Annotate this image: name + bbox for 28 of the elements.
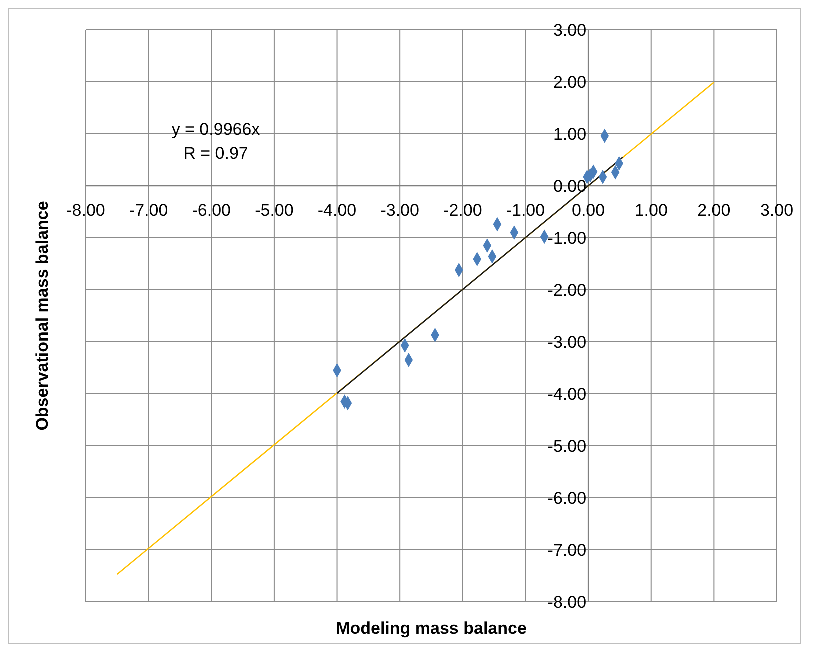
- annotation: y = 0.9966x: [172, 120, 261, 139]
- y-tick-label: 3.00: [553, 21, 587, 40]
- y-tick-label: 1.00: [553, 125, 587, 144]
- y-tick-label: -6.00: [548, 489, 587, 508]
- y-axis-title: Observational mass balance: [33, 201, 52, 431]
- y-tick-label: -7.00: [548, 541, 587, 560]
- y-tick-label: -3.00: [548, 333, 587, 352]
- x-tick-label: -7.00: [129, 201, 168, 220]
- annotation: R = 0.97: [184, 144, 248, 163]
- x-tick-label: 0.00: [572, 201, 606, 220]
- y-tick-label: -4.00: [548, 385, 587, 404]
- x-axis-title: Modeling mass balance: [336, 619, 527, 638]
- x-tick-label: -1.00: [506, 201, 546, 220]
- x-tick-label: -6.00: [192, 201, 232, 220]
- y-tick-label: 2.00: [553, 73, 587, 92]
- y-tick-label: -5.00: [548, 437, 587, 456]
- x-tick-label: -4.00: [318, 201, 357, 220]
- x-tick-label: -8.00: [66, 201, 106, 220]
- y-tick-label: -1.00: [548, 229, 587, 248]
- x-tick-label: 3.00: [760, 201, 794, 220]
- x-tick-label: 2.00: [698, 201, 731, 220]
- y-tick-label: -8.00: [548, 593, 587, 612]
- x-tick-label: -5.00: [255, 201, 294, 220]
- x-tick-label: 1.00: [634, 201, 668, 220]
- y-tick-label: 0.00: [553, 177, 587, 196]
- x-tick-label: -3.00: [380, 201, 420, 220]
- x-tick-label: -2.00: [444, 201, 482, 220]
- y-tick-label: -2.00: [548, 281, 587, 300]
